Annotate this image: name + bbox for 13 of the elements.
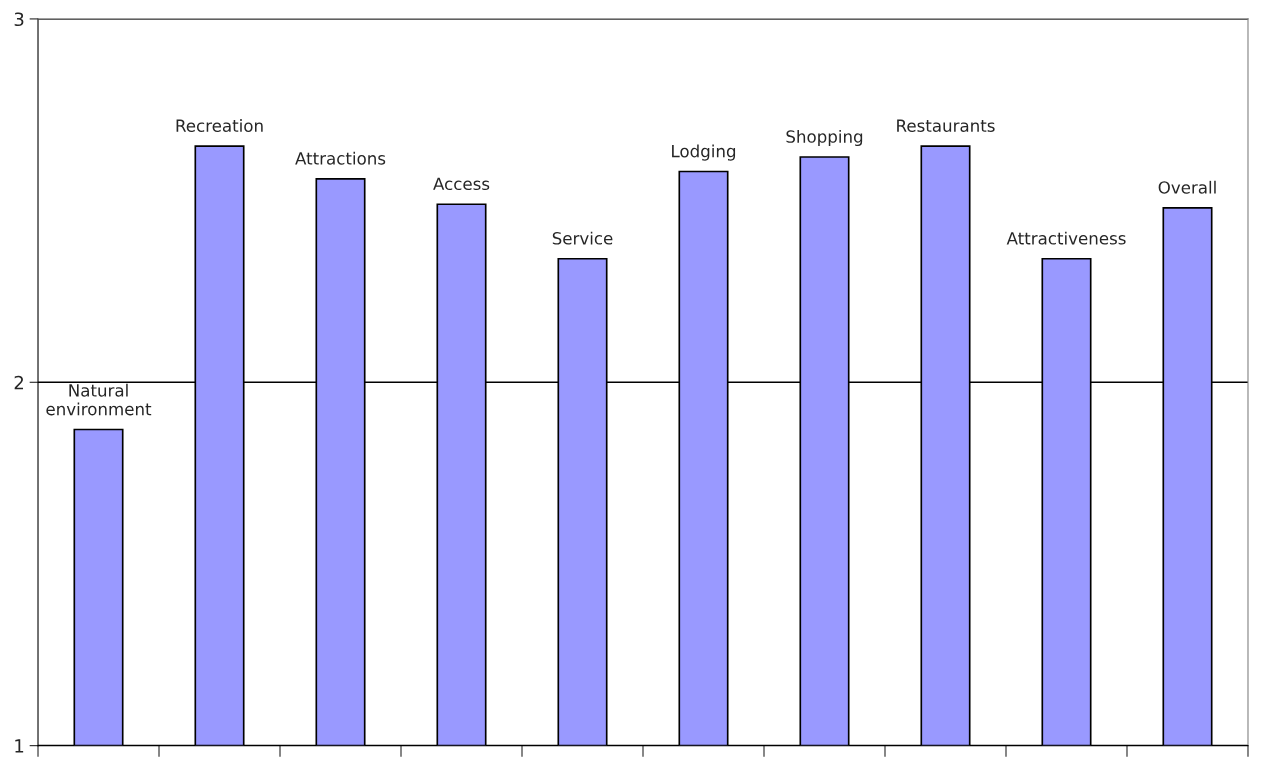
x-tick-label: Shopping — [786, 129, 863, 147]
x-tick-label: Overall — [1158, 180, 1216, 194]
y-tick-label: 3 — [14, 12, 24, 27]
x-tick-label: Attractions — [295, 151, 386, 165]
y-tick-label: 1 — [15, 739, 24, 753]
x-tick-label: Restaurants — [897, 119, 995, 132]
x-tick-label: Recreation — [176, 119, 263, 132]
x-tick-label: Service — [552, 231, 613, 245]
x-tick-label: Attractiveness — [1006, 231, 1126, 245]
y-tick-label: 2 — [14, 375, 24, 390]
x-tick-label: Lodging — [672, 144, 736, 161]
x-tick-label: Access — [433, 177, 490, 191]
x-tick-label: Natural environment — [46, 383, 152, 416]
